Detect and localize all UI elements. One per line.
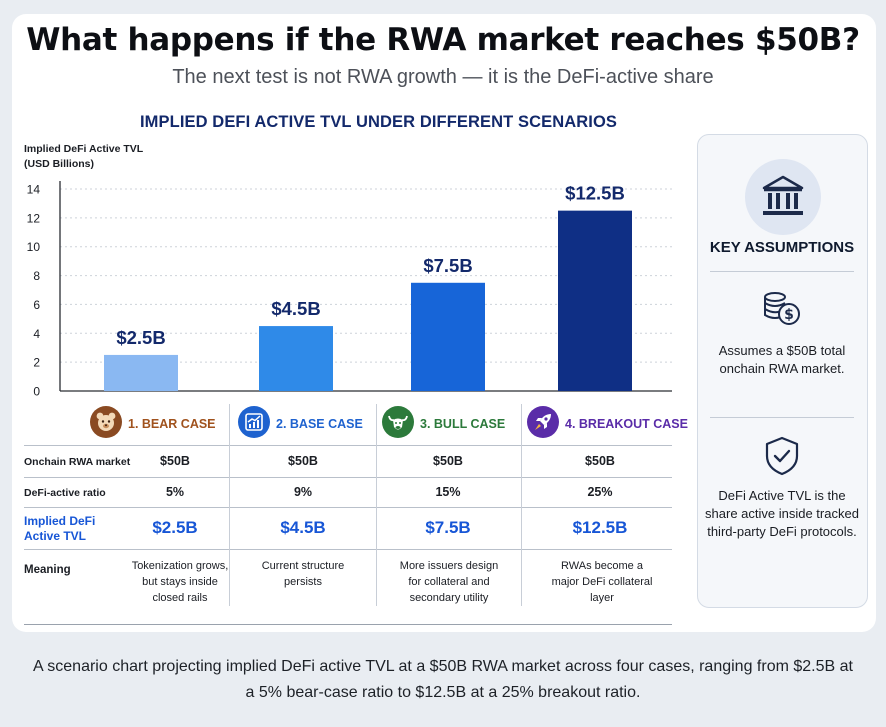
- bank-icon: [762, 175, 804, 215]
- row-label-ratio: DeFi-active ratio: [24, 487, 106, 499]
- cell-tvl: $7.5B: [425, 518, 471, 537]
- row-label-tvl: Implied DeFi Active TVL: [24, 514, 96, 543]
- case-header-breakout: 4. BREAKOUT CASE: [527, 405, 688, 441]
- assumption-definition: DeFi Active TVL is the share active insi…: [705, 488, 859, 539]
- figure-caption: A scenario chart projecting implied DeFi…: [33, 658, 853, 701]
- bar-value-label: $2.5B: [116, 327, 165, 348]
- bar-4: [558, 210, 632, 391]
- table-divider: [24, 549, 672, 550]
- y-tick-label: 10: [27, 240, 41, 254]
- column-divider: [229, 404, 230, 606]
- column-divider: [376, 404, 377, 606]
- bank-badge: [745, 159, 821, 235]
- table-divider: [24, 477, 672, 478]
- bar-2: [259, 326, 333, 391]
- row-label-market: Onchain RWA market: [24, 456, 131, 468]
- key-assumptions-panel: KEY ASSUMPTIONS $ Assumes a $50B total o…: [697, 134, 868, 608]
- y-tick-label: 8: [33, 269, 40, 283]
- rocket-icon: [535, 414, 551, 430]
- bull-icon: [388, 415, 408, 430]
- chart-title: IMPLIED DEFI ACTIVE TVL UNDER DIFFERENT …: [140, 113, 618, 131]
- bar-value-label: $12.5B: [565, 183, 625, 204]
- bear-badge: [90, 406, 122, 438]
- bar-1: [104, 354, 178, 391]
- shield-check-icon: [765, 436, 799, 476]
- page-subtitle: The next test is not RWA growth — it is …: [172, 66, 714, 88]
- y-tick-label: 14: [27, 183, 41, 197]
- cell-ratio: 15%: [435, 485, 461, 499]
- cell-market: $50B: [433, 454, 463, 468]
- column-divider: [521, 404, 522, 606]
- y-tick-label: 0: [33, 385, 40, 399]
- cell-tvl: $4.5B: [280, 518, 326, 537]
- y-tick-label: 4: [33, 327, 40, 341]
- y-axis-label-line-1: Implied DeFi Active TVL: [24, 143, 144, 155]
- page-title: What happens if the RWA market reaches $…: [26, 22, 860, 58]
- cell-meaning: Current structure persists: [261, 560, 345, 588]
- panel-divider: [710, 271, 854, 272]
- row-label-meaning: Meaning: [24, 564, 71, 576]
- bar-3: [411, 282, 485, 391]
- y-axis-label: Implied DeFi Active TVL (USD Billions): [24, 142, 143, 172]
- coins-dollar-icon: $: [764, 292, 800, 325]
- cell-meaning: Tokenization grows, but stays inside clo…: [131, 560, 229, 604]
- assumption-market: Assumes a $50B total onchain RWA market.: [718, 343, 846, 376]
- cell-tvl: $12.5B: [572, 518, 628, 537]
- y-tick-label: 12: [27, 211, 41, 225]
- table-divider: [24, 445, 672, 446]
- cell-ratio: 25%: [587, 485, 613, 499]
- cell-ratio: 9%: [293, 485, 313, 499]
- cell-meaning: RWAs become a major DeFi collateral laye…: [551, 560, 653, 604]
- cell-market: $50B: [160, 454, 190, 468]
- bar-value-label: $4.5B: [271, 298, 320, 319]
- bar-value-label: $7.5B: [423, 255, 472, 276]
- panel-title: KEY ASSUMPTIONS: [709, 239, 855, 256]
- bear-icon: [96, 412, 116, 431]
- cell-market: $50B: [288, 454, 318, 468]
- trend-chart-icon: [245, 413, 263, 431]
- case-header-bull: 3. BULL CASE: [382, 405, 520, 441]
- case-header-bear: 1. BEAR CASE: [90, 405, 228, 441]
- cell-meaning: More issuers design for collateral and s…: [399, 560, 499, 604]
- case-header-base: 2. BASE CASE: [238, 405, 376, 441]
- table-divider: [24, 507, 672, 508]
- base-badge: [238, 406, 270, 438]
- y-axis-label-line-2: (USD Billions): [24, 158, 94, 170]
- case-label-bear: 1. BEAR CASE: [128, 417, 216, 431]
- cell-tvl: $2.5B: [152, 518, 198, 537]
- cell-market: $50B: [585, 454, 615, 468]
- y-tick-label: 6: [33, 298, 40, 312]
- table-bottom-rule: [24, 624, 672, 625]
- panel-divider: [710, 417, 854, 418]
- case-label-base: 2. BASE CASE: [276, 417, 363, 431]
- cell-ratio: 5%: [165, 485, 185, 499]
- y-tick-label: 2: [33, 356, 40, 370]
- case-label-bull: 3. BULL CASE: [420, 417, 506, 431]
- case-label-breakout: 4. BREAKOUT CASE: [565, 417, 688, 431]
- breakout-badge: [527, 406, 559, 438]
- bull-badge: [382, 406, 414, 438]
- svg-text:$: $: [784, 307, 794, 323]
